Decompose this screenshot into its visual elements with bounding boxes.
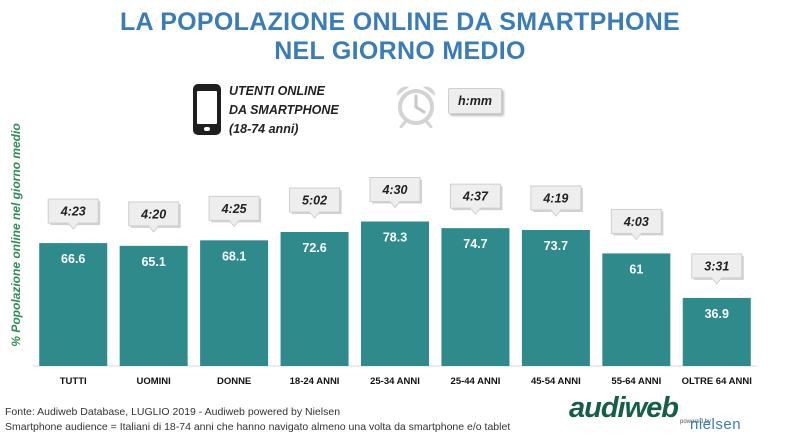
time-label: 4:19 — [542, 191, 568, 205]
time-label: 4:23 — [60, 205, 86, 219]
x-tick-label: UOMINI — [137, 376, 171, 387]
x-tick-label: 25-44 ANNI — [451, 376, 501, 387]
x-tick-label: DONNE — [217, 376, 251, 387]
time-label: 4:30 — [381, 183, 407, 197]
x-tick-label: OLTRE 64 ANNI — [682, 376, 752, 387]
bar — [441, 228, 510, 366]
x-tick-label: 55-64 ANNI — [611, 376, 661, 387]
chart-title-line1: LA POPOLAZIONE ONLINE DA SMARTPHONE — [119, 8, 681, 36]
bar — [602, 253, 671, 366]
legend-phone-line1: UTENTI ONLINE — [229, 84, 325, 98]
time-label: 3:31 — [704, 259, 729, 273]
bar — [119, 245, 188, 366]
bar — [521, 229, 590, 366]
time-format-legend: h:mm — [448, 88, 502, 114]
x-tick-label: 45-54 ANNI — [531, 376, 581, 387]
smartphone-icon — [193, 84, 221, 135]
bar-value-label: 68.1 — [222, 249, 246, 263]
footer-source: Fonte: Audiweb Database, LUGLIO 2019 - A… — [5, 406, 341, 418]
time-label: 5:02 — [302, 194, 327, 208]
time-label: 4:25 — [221, 202, 248, 216]
legend-phone-line3: (18-74 anni) — [229, 122, 299, 136]
bar-value-label: 36.9 — [705, 307, 729, 321]
time-callout: 5:02 — [289, 187, 342, 219]
time-callout: 4:03 — [610, 208, 664, 241]
bar — [280, 232, 349, 366]
legend-phone-label: UTENTI ONLINE DA SMARTPHONE (18-74 anni) — [229, 82, 339, 139]
legend-phone-line2: DA SMARTPHONE — [229, 103, 339, 117]
bar-value-label: 78.3 — [383, 231, 407, 245]
bar-value-label: 74.7 — [463, 237, 487, 251]
time-callout: 4:20 — [128, 201, 181, 233]
time-callout: 4:23 — [47, 198, 101, 230]
x-tick-label: 18-24 ANNI — [290, 376, 340, 387]
bar-value-label: 72.6 — [302, 241, 326, 255]
bar-value-label: 66.6 — [61, 252, 85, 266]
bar — [361, 221, 429, 366]
time-callout: 4:25 — [208, 195, 262, 228]
audiweb-logo: audiweb — [569, 392, 679, 424]
chart-title-line2: NEL GIORNO MEDIO — [274, 37, 526, 65]
bar-value-label: 73.7 — [544, 239, 568, 253]
x-tick-label: TUTTI — [60, 376, 87, 387]
bar — [200, 240, 269, 366]
bar — [39, 243, 108, 366]
time-label: 4:03 — [623, 215, 649, 229]
time-callout: 4:19 — [530, 185, 583, 217]
footer-note: Smartphone audience = Italiani di 18-74 … — [5, 421, 511, 433]
time-label: 4:37 — [462, 190, 489, 204]
bar-value-label: 61 — [629, 262, 643, 276]
time-callout: 4:30 — [369, 177, 422, 209]
time-callout: 4:37 — [449, 183, 503, 215]
nielsen-logo: nielsen — [690, 416, 742, 433]
x-tick-label: 25-34 ANNI — [370, 376, 420, 387]
time-label: 4:20 — [140, 207, 166, 221]
powered-by-label: powered by — [680, 419, 712, 425]
bar-value-label: 65.1 — [141, 255, 165, 269]
alarm-clock-icon — [396, 86, 436, 128]
bar — [682, 297, 751, 366]
time-callout: 3:31 — [691, 253, 744, 285]
